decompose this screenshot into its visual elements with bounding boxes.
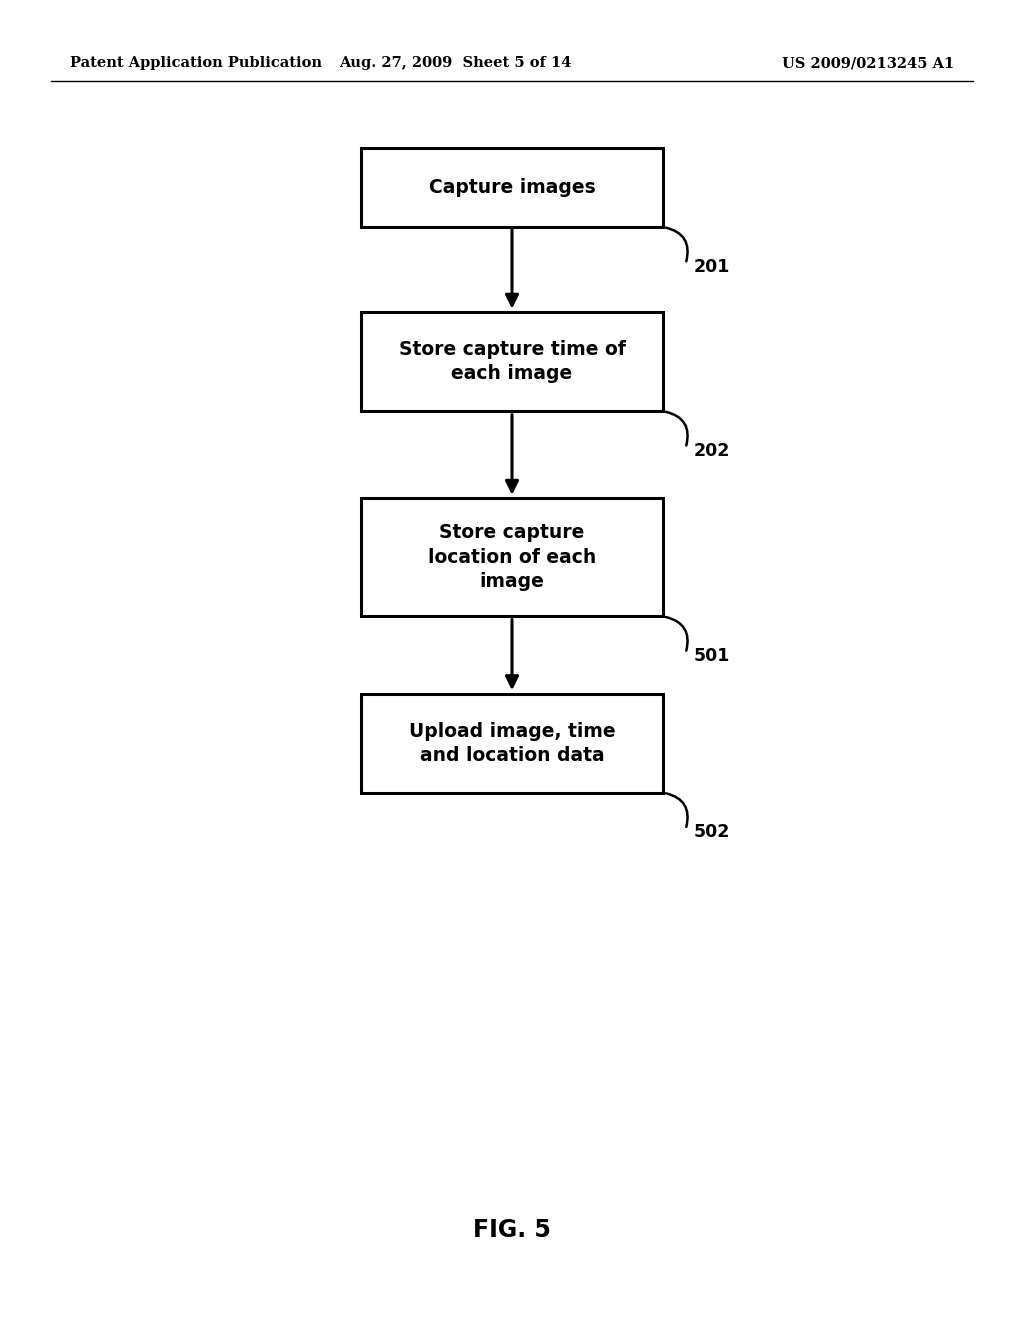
Text: Upload image, time
and location data: Upload image, time and location data [409,722,615,764]
FancyBboxPatch shape [361,148,664,227]
Text: Patent Application Publication: Patent Application Publication [70,57,322,70]
FancyBboxPatch shape [361,694,664,792]
Text: Store capture
location of each
image: Store capture location of each image [428,523,596,591]
Text: 501: 501 [694,647,730,665]
Text: 202: 202 [694,442,730,459]
FancyBboxPatch shape [361,498,664,616]
FancyBboxPatch shape [361,313,664,412]
Text: Aug. 27, 2009  Sheet 5 of 14: Aug. 27, 2009 Sheet 5 of 14 [340,57,571,70]
Text: 201: 201 [694,257,730,276]
Text: US 2009/0213245 A1: US 2009/0213245 A1 [782,57,954,70]
Text: 502: 502 [694,824,730,841]
Text: FIG. 5: FIG. 5 [473,1218,551,1242]
Text: Store capture time of
each image: Store capture time of each image [398,341,626,383]
Text: Capture images: Capture images [429,178,595,197]
